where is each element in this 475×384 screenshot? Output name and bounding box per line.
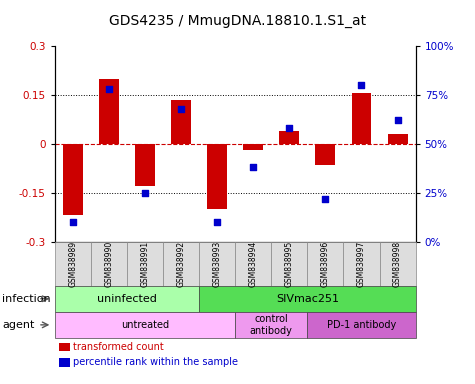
Text: transformed count: transformed count [73, 342, 163, 352]
Text: GDS4235 / MmugDNA.18810.1.S1_at: GDS4235 / MmugDNA.18810.1.S1_at [109, 14, 366, 28]
Point [213, 219, 221, 225]
Bar [63, 144, 83, 215]
Point [69, 219, 76, 225]
Bar [99, 79, 119, 144]
Text: control
antibody: control antibody [250, 314, 293, 336]
Point [394, 117, 401, 123]
Text: agent: agent [2, 320, 35, 330]
Bar [243, 144, 263, 150]
Text: GSM838990: GSM838990 [104, 240, 113, 287]
Text: PD-1 antibody: PD-1 antibody [327, 320, 396, 330]
Text: GSM838989: GSM838989 [68, 240, 77, 287]
Point [105, 86, 113, 92]
Text: untreated: untreated [121, 320, 169, 330]
Text: infection: infection [2, 294, 51, 304]
Point [177, 106, 185, 112]
Point [249, 164, 257, 170]
Bar [388, 134, 408, 144]
Bar [279, 131, 299, 144]
Text: uninfected: uninfected [97, 294, 157, 304]
Bar [352, 93, 371, 144]
Bar [135, 144, 155, 186]
Bar [207, 144, 227, 209]
Text: GSM838996: GSM838996 [321, 240, 330, 287]
Text: GSM838991: GSM838991 [141, 240, 149, 287]
Text: GSM838993: GSM838993 [213, 240, 221, 287]
Text: GSM838994: GSM838994 [249, 240, 257, 287]
Bar [315, 144, 335, 165]
Point [285, 125, 293, 131]
Text: GSM838997: GSM838997 [357, 240, 366, 287]
Text: GSM838992: GSM838992 [177, 240, 185, 287]
Point [358, 82, 365, 88]
Bar [171, 100, 191, 144]
Text: SIVmac251: SIVmac251 [276, 294, 339, 304]
Text: GSM838998: GSM838998 [393, 240, 402, 287]
Point [322, 195, 329, 202]
Text: GSM838995: GSM838995 [285, 240, 294, 287]
Point [141, 190, 149, 196]
Text: percentile rank within the sample: percentile rank within the sample [73, 358, 238, 367]
